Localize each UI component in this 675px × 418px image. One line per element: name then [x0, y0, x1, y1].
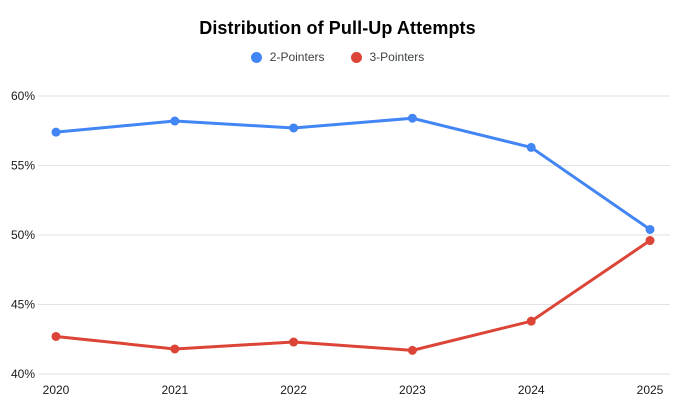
chart-title: Distribution of Pull-Up Attempts [199, 18, 476, 38]
series-line-3-pointers [54, 239, 652, 352]
data-point-3-pointers-2022 [289, 337, 299, 347]
y-tick-label: 45% [11, 298, 35, 312]
x-tick-label: 2023 [399, 383, 426, 397]
legend-label: 2-Pointers [269, 50, 325, 64]
legend-item-3-pointers: 3-Pointers [350, 50, 425, 64]
data-point-3-pointers-2021 [170, 344, 180, 354]
data-point-3-pointers-2020 [51, 331, 61, 341]
data-point-2-pointers-2024 [526, 142, 536, 152]
x-tick-label: 2022 [280, 383, 307, 397]
legend-label: 3-Pointers [369, 50, 425, 64]
legend-swatch-icon [250, 51, 262, 63]
data-point-2-pointers-2023 [407, 113, 417, 123]
x-tick-label: 2025 [637, 383, 664, 397]
data-point-3-pointers-2023 [407, 345, 417, 355]
y-tick-label: 50% [11, 228, 35, 242]
x-tick-label: 2021 [161, 383, 188, 397]
y-tick-label: 40% [11, 367, 35, 381]
legend-swatch-icon [350, 51, 362, 63]
chart-legend: 2-Pointers 3-Pointers [0, 50, 675, 64]
data-point-2-pointers-2025 [645, 224, 655, 234]
data-point-3-pointers-2025 [645, 236, 655, 246]
y-tick-label: 55% [11, 159, 35, 173]
x-tick-label: 2020 [43, 383, 70, 397]
data-point-3-pointers-2024 [526, 316, 536, 326]
x-tick-label: 2024 [518, 383, 545, 397]
series-line-2-pointers [54, 116, 652, 231]
data-point-2-pointers-2020 [51, 127, 61, 137]
y-tick-label: 60% [11, 89, 35, 103]
legend-item-2-pointers: 2-Pointers [250, 50, 325, 64]
data-point-2-pointers-2022 [289, 123, 299, 133]
data-point-2-pointers-2021 [170, 116, 180, 126]
